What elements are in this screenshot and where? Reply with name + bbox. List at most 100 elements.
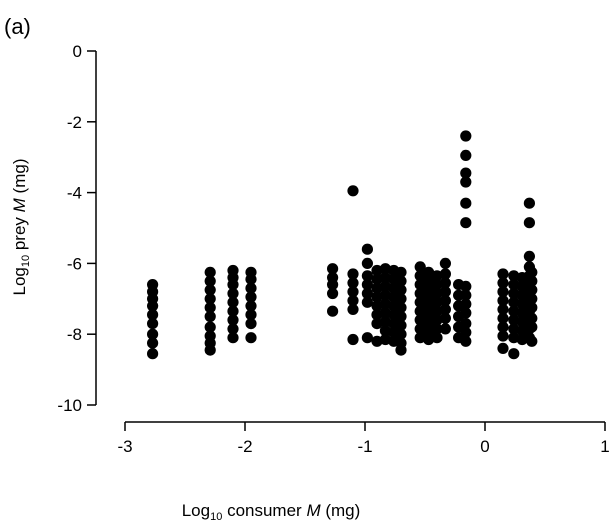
data-point [423,284,435,296]
y-tick-label: -8 [67,325,82,344]
data-point [423,293,435,305]
data-point [460,197,472,209]
data-point [508,270,520,282]
data-point [439,277,451,289]
data-point [204,310,216,323]
data-point [395,284,407,296]
data-point [245,309,257,321]
data-point [371,273,383,285]
data-point [439,295,451,307]
data-point [147,337,159,349]
data-point [245,318,257,330]
data-point [227,287,239,300]
x-tick-label: 0 [480,437,489,456]
data-point [227,314,239,326]
data-point [431,287,443,300]
data-point [497,295,509,307]
data-point [379,333,391,346]
data-point [347,185,359,197]
data-point [523,197,536,209]
x-tick-label: -3 [117,437,132,456]
data-point [379,272,391,284]
data-point [204,344,216,356]
data-point [371,335,383,347]
data-point [414,270,426,282]
data-point [423,266,435,278]
x-tick-label: -2 [237,437,252,456]
data-point [460,167,472,179]
x-axis-title-middle: consumer [222,501,306,520]
data-point [460,289,472,301]
data-point [227,323,239,335]
data-point [395,293,407,305]
data-point [245,282,257,294]
data-point [227,279,239,291]
data-point [431,270,443,282]
data-point [460,335,472,347]
data-point [147,300,159,312]
data-point [497,312,509,324]
data-point [439,312,451,324]
data-point [431,332,443,344]
y-axis-title-middle: prey [10,212,29,255]
data-point [395,328,407,340]
data-point [371,264,383,277]
data-point [379,280,391,292]
data-point [508,296,520,308]
data-point [379,263,391,275]
y-tick-label: -10 [57,396,82,415]
x-axis-title-subscript: 10 [210,511,222,523]
data-points [147,130,538,360]
data-point [414,332,426,344]
data-point [147,328,159,340]
x-axis-title: Log10 consumer M (mg) [182,501,361,523]
data-point [508,323,520,335]
data-point [439,286,451,298]
y-tick-label: -6 [67,254,82,273]
data-point [497,277,509,289]
data-point [526,335,538,347]
data-point [204,302,216,314]
data-point [395,302,407,314]
data-point [347,333,359,346]
data-point [431,279,443,291]
y-tick-label: 0 [73,42,82,61]
data-point [245,291,257,303]
data-point [439,323,451,335]
data-point [526,312,538,324]
data-point [245,273,257,285]
x-tick-label: -1 [357,437,372,456]
x-tick-label: 1 [600,437,609,456]
data-point [526,302,538,314]
data-point [379,307,391,319]
data-point [395,266,407,278]
data-point [347,268,359,280]
data-point [227,332,239,344]
data-point [414,279,426,291]
data-point [147,309,159,321]
data-point [460,280,472,292]
data-point [395,344,407,356]
data-point [371,300,383,312]
data-point [204,321,216,333]
data-point [423,310,435,323]
data-point [361,279,373,291]
data-point [439,303,451,315]
y-axis-title-variable: M [10,197,29,212]
data-point [497,268,509,280]
data-point [431,314,443,326]
data-point [431,323,443,335]
data-point [526,284,538,296]
data-point [327,279,339,291]
data-point [497,286,509,298]
data-point [526,293,538,305]
data-point [379,298,391,310]
y-tick-label: -2 [67,113,82,132]
data-point [526,321,538,333]
data-point [460,130,472,142]
data-point [361,270,373,282]
data-point [523,217,536,229]
data-point [327,263,339,275]
data-point [227,296,239,308]
